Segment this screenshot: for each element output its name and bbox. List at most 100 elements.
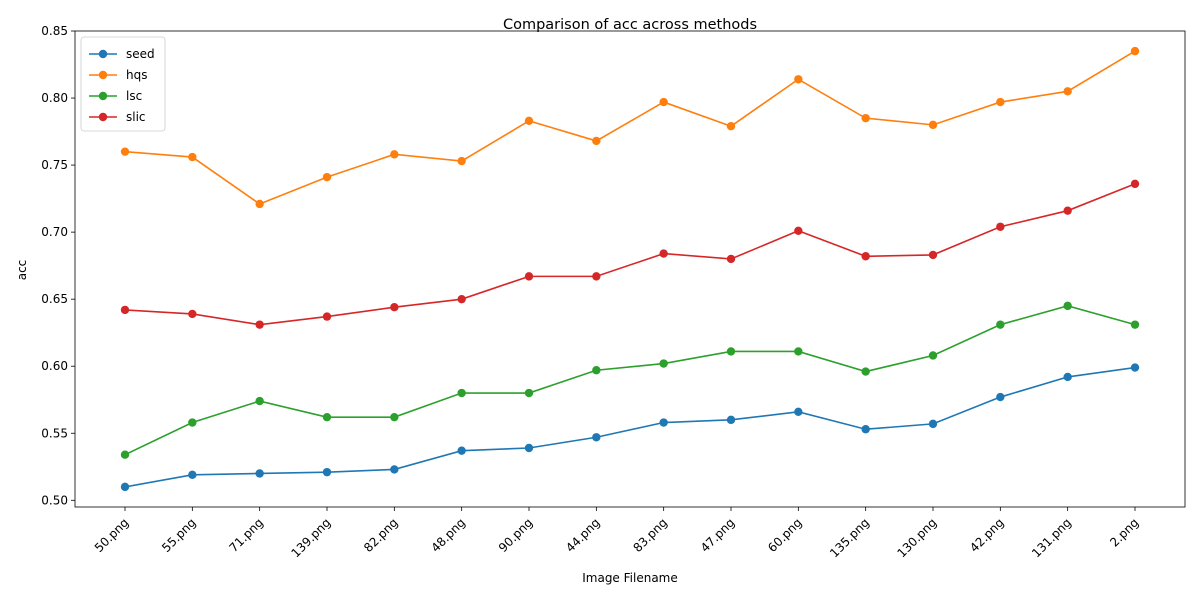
data-point-slic: [390, 303, 399, 312]
series-line-slic: [124, 183, 1136, 326]
x-tick-label: 42.png: [967, 515, 1007, 555]
data-point-slic: [524, 272, 534, 281]
data-point-seed: [1063, 372, 1072, 382]
y-tick-label: 0.75: [41, 158, 68, 172]
data-point-hqs: [120, 147, 130, 156]
data-point-lsc: [1130, 320, 1140, 329]
x-tick-label: 90.png: [496, 515, 536, 555]
data-point-seed: [390, 465, 399, 474]
data-point-slic: [726, 254, 736, 264]
x-tick-label: 139.png: [288, 515, 333, 560]
data-point-seed: [188, 470, 197, 480]
data-point-seed: [322, 467, 332, 477]
data-point-lsc: [120, 450, 130, 459]
x-tick-label: 130.png: [894, 515, 939, 560]
data-point-slic: [188, 309, 197, 319]
x-axis-title: Image Filename: [582, 571, 678, 585]
y-tick-label: 0.85: [41, 24, 68, 38]
data-point-seed: [120, 482, 130, 492]
data-point-lsc: [390, 412, 399, 422]
data-point-hqs: [861, 113, 870, 123]
data-point-hqs: [996, 97, 1005, 107]
y-tick-label: 0.60: [41, 359, 68, 373]
data-point-lsc: [592, 366, 601, 375]
data-point-slic: [322, 312, 332, 321]
data-point-hqs: [255, 199, 264, 209]
x-tick-label: 48.png: [428, 515, 468, 555]
data-point-slic: [794, 226, 803, 235]
data-point-hqs: [188, 152, 197, 162]
x-tick-label: 82.png: [361, 515, 401, 555]
data-point-lsc: [457, 388, 466, 398]
data-point-lsc: [794, 347, 803, 356]
plot-frame: [74, 30, 1186, 508]
series-line-lsc: [124, 305, 1136, 456]
data-point-lsc: [861, 367, 870, 376]
data-point-seed: [794, 407, 803, 416]
series-line-seed: [124, 366, 1136, 488]
x-tick-label: 44.png: [563, 515, 603, 555]
data-point-hqs: [524, 116, 534, 126]
x-tick-label: 83.png: [630, 515, 670, 555]
legend-marker-hqs: [98, 70, 108, 80]
legend-label-lsc: lsc: [126, 89, 142, 103]
data-point-slic: [659, 249, 668, 258]
data-point-hqs: [794, 75, 803, 84]
data-point-seed: [457, 446, 466, 455]
legend: seed hqs lsc slic: [80, 36, 166, 132]
data-point-lsc: [996, 320, 1005, 329]
y-tick-label: 0.55: [41, 426, 68, 440]
chart-title: Comparison of acc across methods: [503, 17, 757, 33]
data-point-seed: [1130, 363, 1140, 372]
data-point-seed: [255, 469, 264, 478]
data-point-hqs: [928, 120, 938, 130]
x-tick-label: 2.png: [1107, 515, 1141, 549]
y-tick-label: 0.70: [41, 225, 68, 239]
legend-label-hqs: hqs: [126, 68, 147, 82]
legend-label-seed: seed: [126, 47, 155, 61]
legend-marker-lsc: [98, 91, 108, 101]
data-point-hqs: [659, 97, 668, 107]
x-tick-label: 55.png: [159, 515, 199, 555]
legend-box: [80, 36, 166, 132]
data-point-hqs: [1063, 87, 1072, 96]
y-axis-title: acc: [15, 260, 29, 281]
data-point-slic: [255, 320, 264, 329]
data-point-seed: [524, 443, 534, 453]
x-tick-label: 50.png: [92, 515, 132, 555]
legend-label-slic: slic: [126, 110, 146, 124]
x-tick-label: 60.png: [765, 515, 805, 555]
data-point-seed: [659, 418, 668, 427]
data-point-hqs: [726, 122, 736, 131]
data-point-slic: [592, 272, 601, 281]
y-tick-label: 0.65: [41, 292, 68, 306]
data-point-hqs: [390, 150, 399, 159]
data-point-slic: [457, 294, 466, 304]
data-point-lsc: [659, 359, 668, 368]
y-tick-label: 0.50: [41, 493, 68, 507]
data-point-seed: [592, 433, 601, 442]
legend-marker-slic: [98, 112, 108, 122]
data-point-slic: [861, 252, 870, 261]
x-tick-label: 135.png: [827, 515, 872, 560]
data-point-seed: [726, 415, 736, 425]
data-point-slic: [1130, 179, 1140, 189]
data-point-slic: [928, 250, 938, 260]
x-tick-label: 71.png: [226, 515, 266, 555]
data-point-lsc: [726, 347, 736, 356]
data-point-seed: [861, 425, 870, 434]
data-point-lsc: [255, 396, 264, 406]
data-point-lsc: [524, 388, 534, 398]
x-tick-label: 47.png: [698, 515, 738, 555]
data-point-hqs: [592, 136, 601, 146]
legend-marker-seed: [98, 49, 108, 59]
data-point-lsc: [188, 418, 197, 427]
data-point-slic: [120, 305, 130, 315]
data-point-slic: [1063, 206, 1072, 215]
data-point-slic: [996, 222, 1005, 231]
y-tick-label: 0.80: [41, 91, 68, 105]
data-point-lsc: [928, 351, 938, 360]
data-point-hqs: [457, 156, 466, 166]
